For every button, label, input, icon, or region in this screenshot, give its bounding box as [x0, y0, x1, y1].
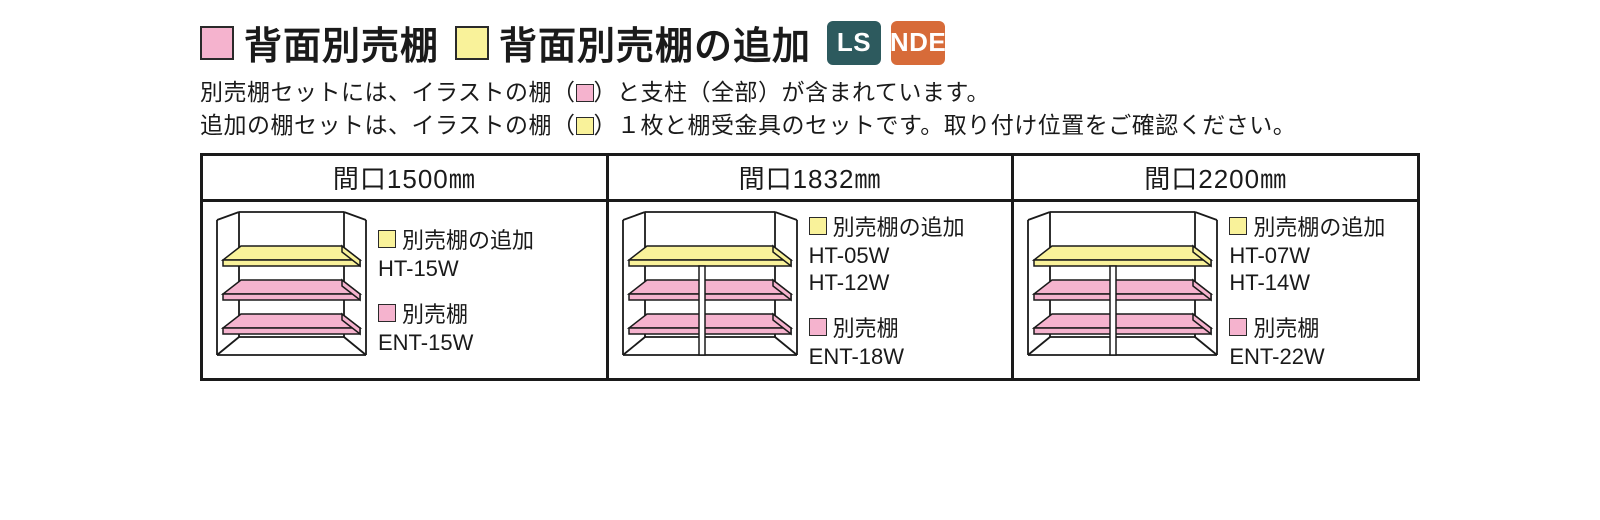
title-1: 背面別売棚	[244, 15, 439, 70]
pink-swatch-icon	[200, 26, 234, 60]
legend-row: 別売棚	[809, 311, 965, 343]
column-header: 間口1832㎜	[609, 156, 1012, 202]
badge-ls: LS	[827, 21, 881, 65]
shelf-diagram	[615, 210, 805, 370]
legend: 別売棚の追加HT-15W 別売棚ENT-15W	[378, 223, 534, 356]
pink-swatch-icon	[1229, 318, 1247, 336]
shelf-illustration-icon	[209, 210, 374, 365]
legend-codes-additional: HT-15W	[378, 255, 534, 283]
legend-codes-base: ENT-18W	[809, 343, 965, 371]
yellow-swatch-icon	[378, 230, 396, 248]
legend-label-base: 別売棚	[833, 311, 899, 343]
legend-group-additional: 別売棚の追加HT-15W	[378, 223, 534, 283]
yellow-swatch-icon	[1229, 217, 1247, 235]
legend-group-base: 別売棚ENT-15W	[378, 297, 534, 357]
product-code: HT-05W	[809, 242, 965, 270]
legend-row: 別売棚の追加	[1229, 210, 1385, 242]
yellow-swatch-icon	[809, 217, 827, 235]
legend: 別売棚の追加HT-07WHT-14W 別売棚ENT-22W	[1229, 210, 1385, 371]
shelf-illustration-icon	[1020, 210, 1225, 365]
legend-label-base: 別売棚	[402, 297, 468, 329]
column-body: 別売棚の追加HT-05WHT-12W 別売棚ENT-18W	[609, 202, 1012, 379]
legend-row: 別売棚	[378, 297, 534, 329]
product-code: HT-14W	[1229, 269, 1385, 297]
table-column-0: 間口1500㎜別売棚の追加HT-15W 別売棚ENT-15W	[203, 156, 609, 379]
legend-group-additional: 別売棚の追加HT-07WHT-14W	[1229, 210, 1385, 297]
desc-2-post: ）１枚と棚受金具のセットです。取り付け位置をご確認ください。	[594, 112, 1297, 138]
legend-codes-additional: HT-05WHT-12W	[809, 242, 965, 297]
legend-group-base: 別売棚ENT-18W	[809, 311, 965, 371]
legend-codes-additional: HT-07WHT-14W	[1229, 242, 1385, 297]
product-table: 間口1500㎜別売棚の追加HT-15W別売棚ENT-15W間口1832㎜別売棚の…	[200, 153, 1420, 382]
shelf-diagram	[209, 210, 374, 370]
yellow-note-swatch-icon	[576, 117, 594, 135]
title-2: 背面別売棚の追加	[499, 15, 811, 70]
product-code: HT-12W	[809, 269, 965, 297]
badge-nde: NDE	[891, 21, 945, 65]
header-row: 背面別売棚 背面別売棚の追加 LS NDE	[200, 15, 1420, 70]
pink-swatch-icon	[809, 318, 827, 336]
legend-label-additional: 別売棚の追加	[1253, 210, 1385, 242]
desc-1-pre: 別売棚セットには、イラストの棚（	[200, 79, 576, 105]
legend: 別売棚の追加HT-05WHT-12W 別売棚ENT-18W	[809, 210, 965, 371]
description: 別売棚セットには、イラストの棚（ ）と支柱（全部）が含まれています。 追加の棚セッ…	[200, 76, 1420, 143]
legend-label-base: 別売棚	[1253, 311, 1319, 343]
product-code: ENT-18W	[809, 343, 965, 371]
table-column-1: 間口1832㎜別売棚の追加HT-05WHT-12W 別売棚ENT-18W	[609, 156, 1015, 379]
legend-group-base: 別売棚ENT-22W	[1229, 311, 1385, 371]
product-code: HT-15W	[378, 255, 534, 283]
legend-row: 別売棚の追加	[809, 210, 965, 242]
pink-swatch-icon	[378, 304, 396, 322]
column-header: 間口2200㎜	[1014, 156, 1417, 202]
legend-codes-base: ENT-22W	[1229, 343, 1385, 371]
column-body: 別売棚の追加HT-15W 別売棚ENT-15W	[203, 202, 606, 379]
description-line-2: 追加の棚セットは、イラストの棚（ ）１枚と棚受金具のセットです。取り付け位置をご確…	[200, 109, 1420, 142]
product-code: HT-07W	[1229, 242, 1385, 270]
legend-group-additional: 別売棚の追加HT-05WHT-12W	[809, 210, 965, 297]
legend-row: 別売棚の追加	[378, 223, 534, 255]
desc-2-pre: 追加の棚セットは、イラストの棚（	[200, 112, 576, 138]
shelf-illustration-icon	[615, 210, 805, 365]
legend-codes-base: ENT-15W	[378, 329, 534, 357]
pink-note-swatch-icon	[576, 84, 594, 102]
desc-1-post: ）と支柱（全部）が含まれています。	[594, 79, 991, 105]
legend-label-additional: 別売棚の追加	[833, 210, 965, 242]
column-body: 別売棚の追加HT-07WHT-14W 別売棚ENT-22W	[1014, 202, 1417, 379]
yellow-swatch-icon	[455, 26, 489, 60]
shelf-diagram	[1020, 210, 1225, 370]
column-header: 間口1500㎜	[203, 156, 606, 202]
legend-row: 別売棚	[1229, 311, 1385, 343]
description-line-1: 別売棚セットには、イラストの棚（ ）と支柱（全部）が含まれています。	[200, 76, 1420, 109]
product-code: ENT-15W	[378, 329, 534, 357]
table-column-2: 間口2200㎜別売棚の追加HT-07WHT-14W 別売棚ENT-22W	[1014, 156, 1417, 379]
product-code: ENT-22W	[1229, 343, 1385, 371]
legend-label-additional: 別売棚の追加	[402, 223, 534, 255]
